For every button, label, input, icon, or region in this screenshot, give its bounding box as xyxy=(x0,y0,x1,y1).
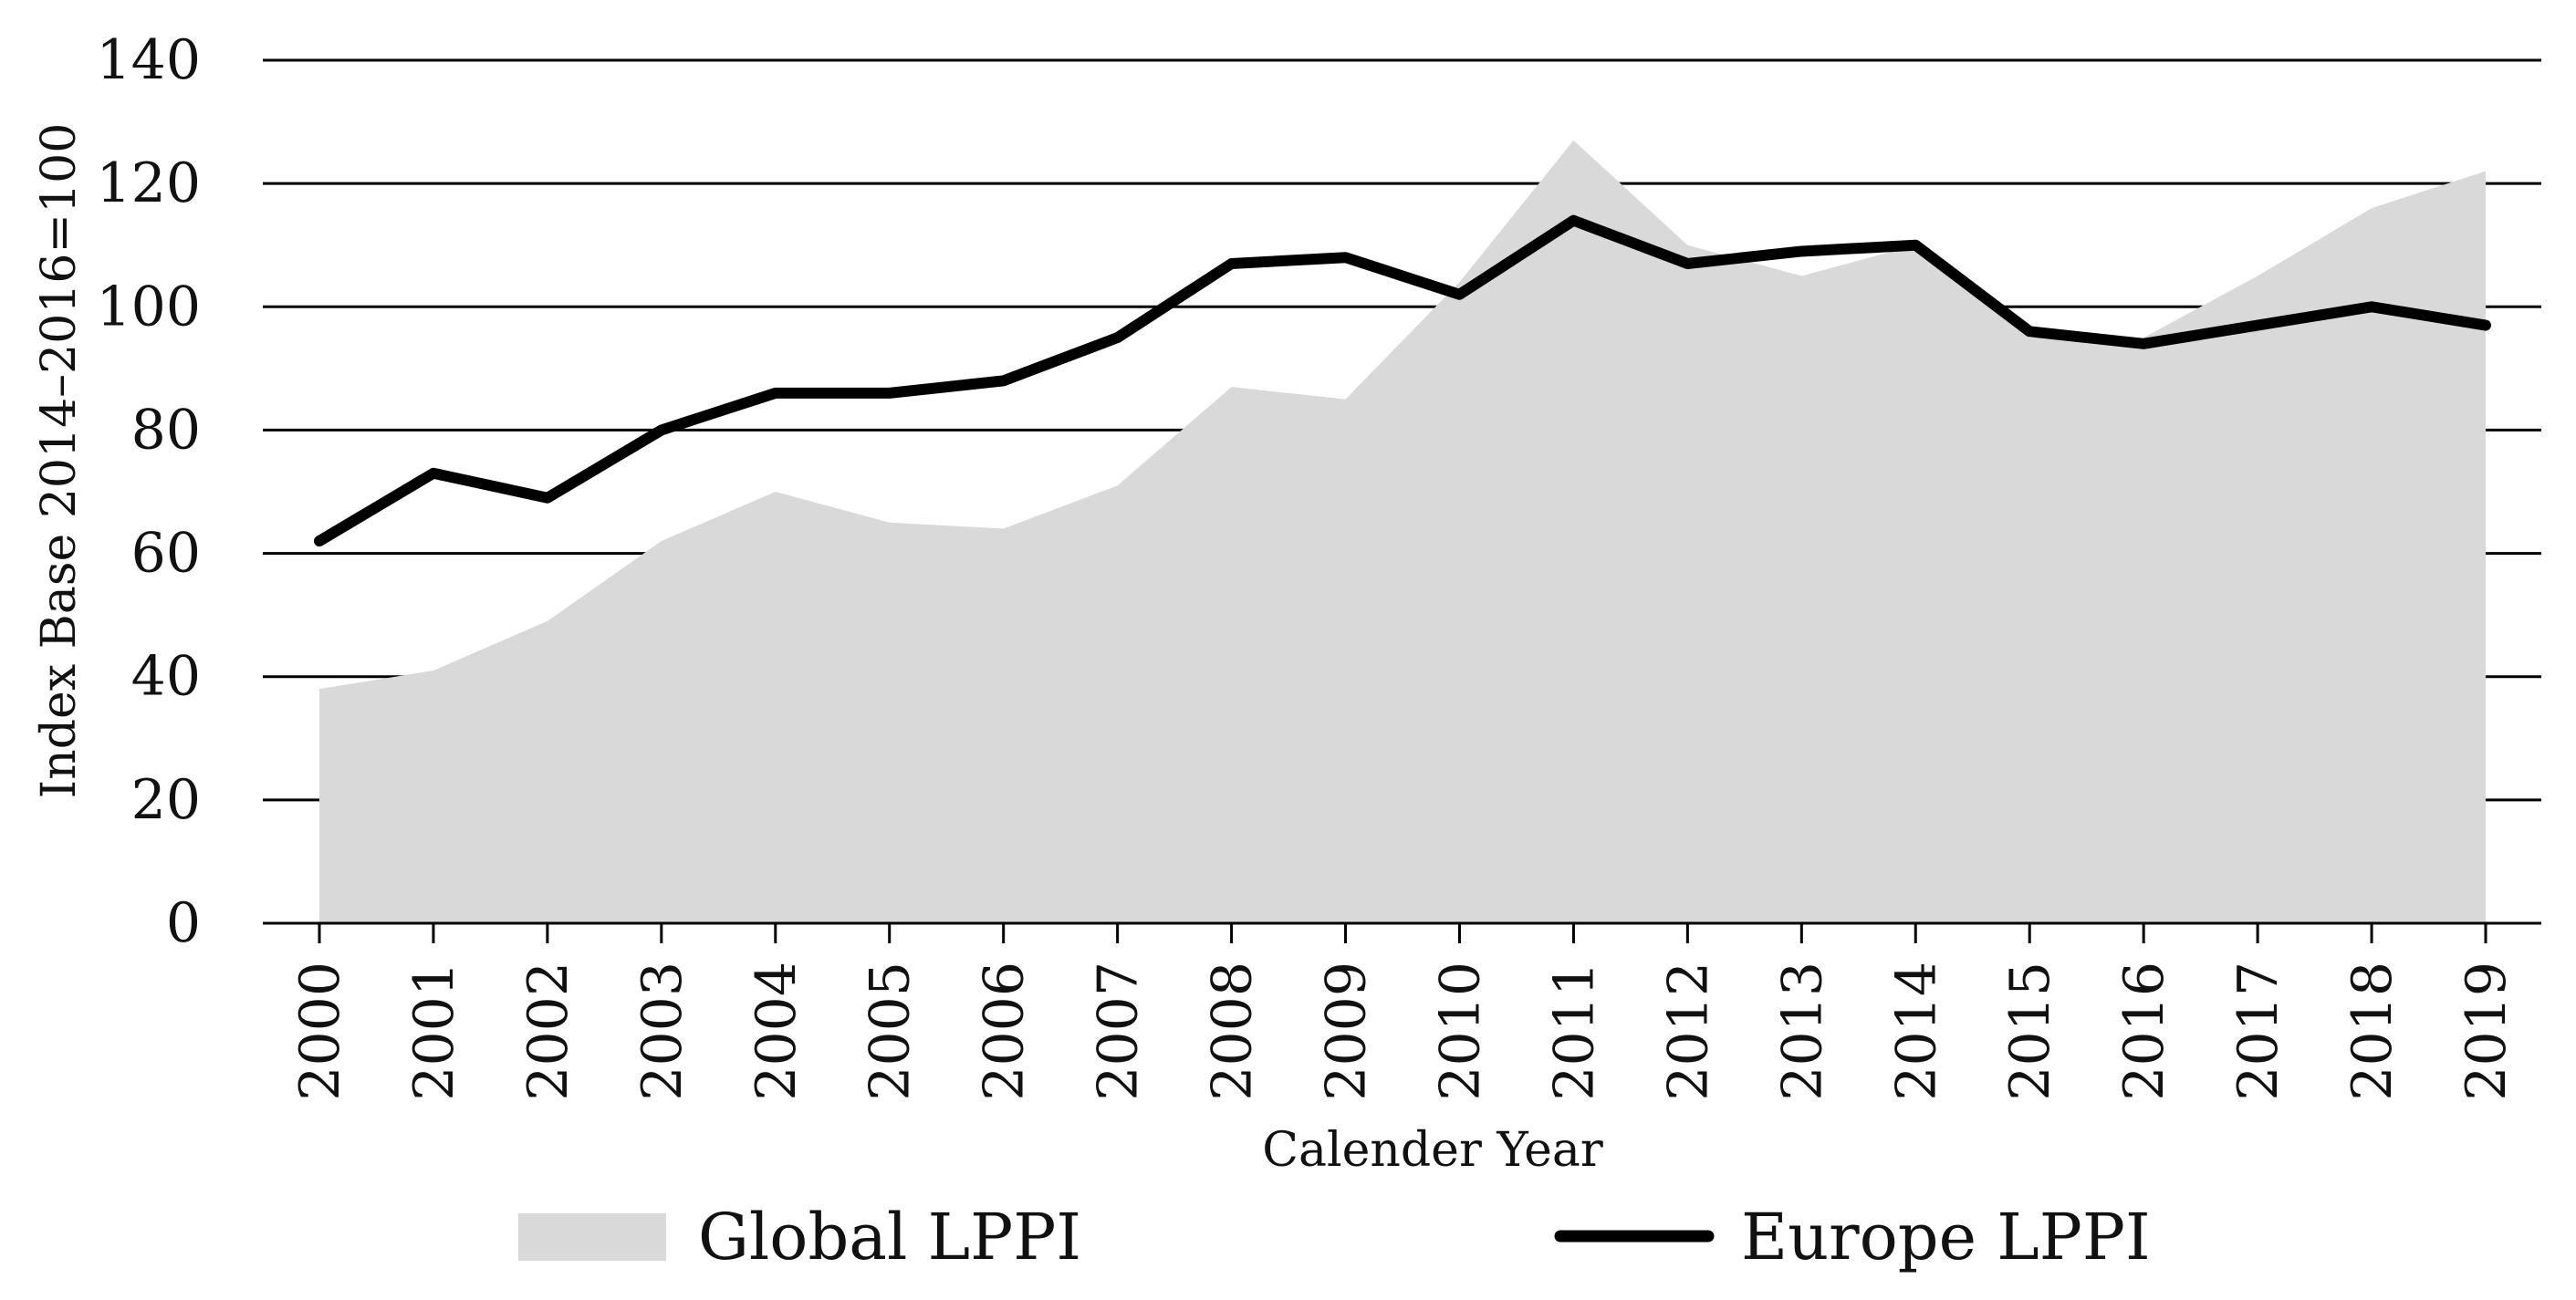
y-axis-title: Index Base 2014–2016=100 xyxy=(32,123,87,799)
x-tick-label: 2015 xyxy=(1998,962,2062,1101)
x-axis-tick-labels: 2000 2001 2002 2003 2004 2005 2006 2007 2008 2009… xyxy=(288,962,2519,1101)
x-tick-label: 2002 xyxy=(516,962,580,1101)
x-tick-label: 2019 xyxy=(2455,962,2519,1101)
x-tick-label: 2009 xyxy=(1315,962,1379,1101)
y-tick-label: 80 xyxy=(131,398,201,462)
x-tick-label: 2014 xyxy=(1884,962,1948,1101)
global-lppi-area xyxy=(319,140,2486,924)
x-tick-label: 2013 xyxy=(1770,962,1834,1101)
x-tick-label: 2004 xyxy=(745,962,808,1101)
y-axis-tick-labels: 0 20 40 60 80 100 120 140 xyxy=(96,28,201,955)
x-tick-label: 2017 xyxy=(2227,962,2290,1101)
x-tick-label: 2016 xyxy=(2112,962,2176,1101)
y-tick-label: 140 xyxy=(96,28,201,92)
x-tick-label: 2003 xyxy=(631,962,694,1101)
x-tick-label: 2012 xyxy=(1656,962,1720,1101)
y-tick-label: 120 xyxy=(96,151,201,215)
legend-global-swatch xyxy=(518,1213,666,1261)
legend: Global LPPI Europe LPPI xyxy=(518,1200,2151,1274)
europe-lppi-line xyxy=(314,214,2491,547)
x-tick-label: 2001 xyxy=(402,962,466,1101)
y-tick-label: 60 xyxy=(131,522,201,586)
x-axis xyxy=(263,921,2541,943)
y-tick-label: 20 xyxy=(131,768,201,832)
x-tick-label: 2005 xyxy=(859,962,923,1101)
x-tick-label: 2000 xyxy=(288,962,352,1101)
x-tick-label: 2008 xyxy=(1201,962,1265,1101)
x-axis-title: Calender Year xyxy=(1262,1123,1603,1178)
x-tick-label: 2006 xyxy=(973,962,1037,1101)
x-tick-label: 2011 xyxy=(1542,962,1606,1101)
y-tick-label: 100 xyxy=(96,275,201,338)
legend-europe-label: Europe LPPI xyxy=(1741,1200,2151,1274)
y-tick-label: 0 xyxy=(166,891,201,955)
x-tick-label: 2007 xyxy=(1087,962,1151,1101)
legend-global-label: Global LPPI xyxy=(698,1200,1081,1274)
y-tick-label: 40 xyxy=(131,645,201,709)
x-tick-label: 2010 xyxy=(1428,962,1492,1101)
x-tick-label: 2018 xyxy=(2341,962,2404,1101)
